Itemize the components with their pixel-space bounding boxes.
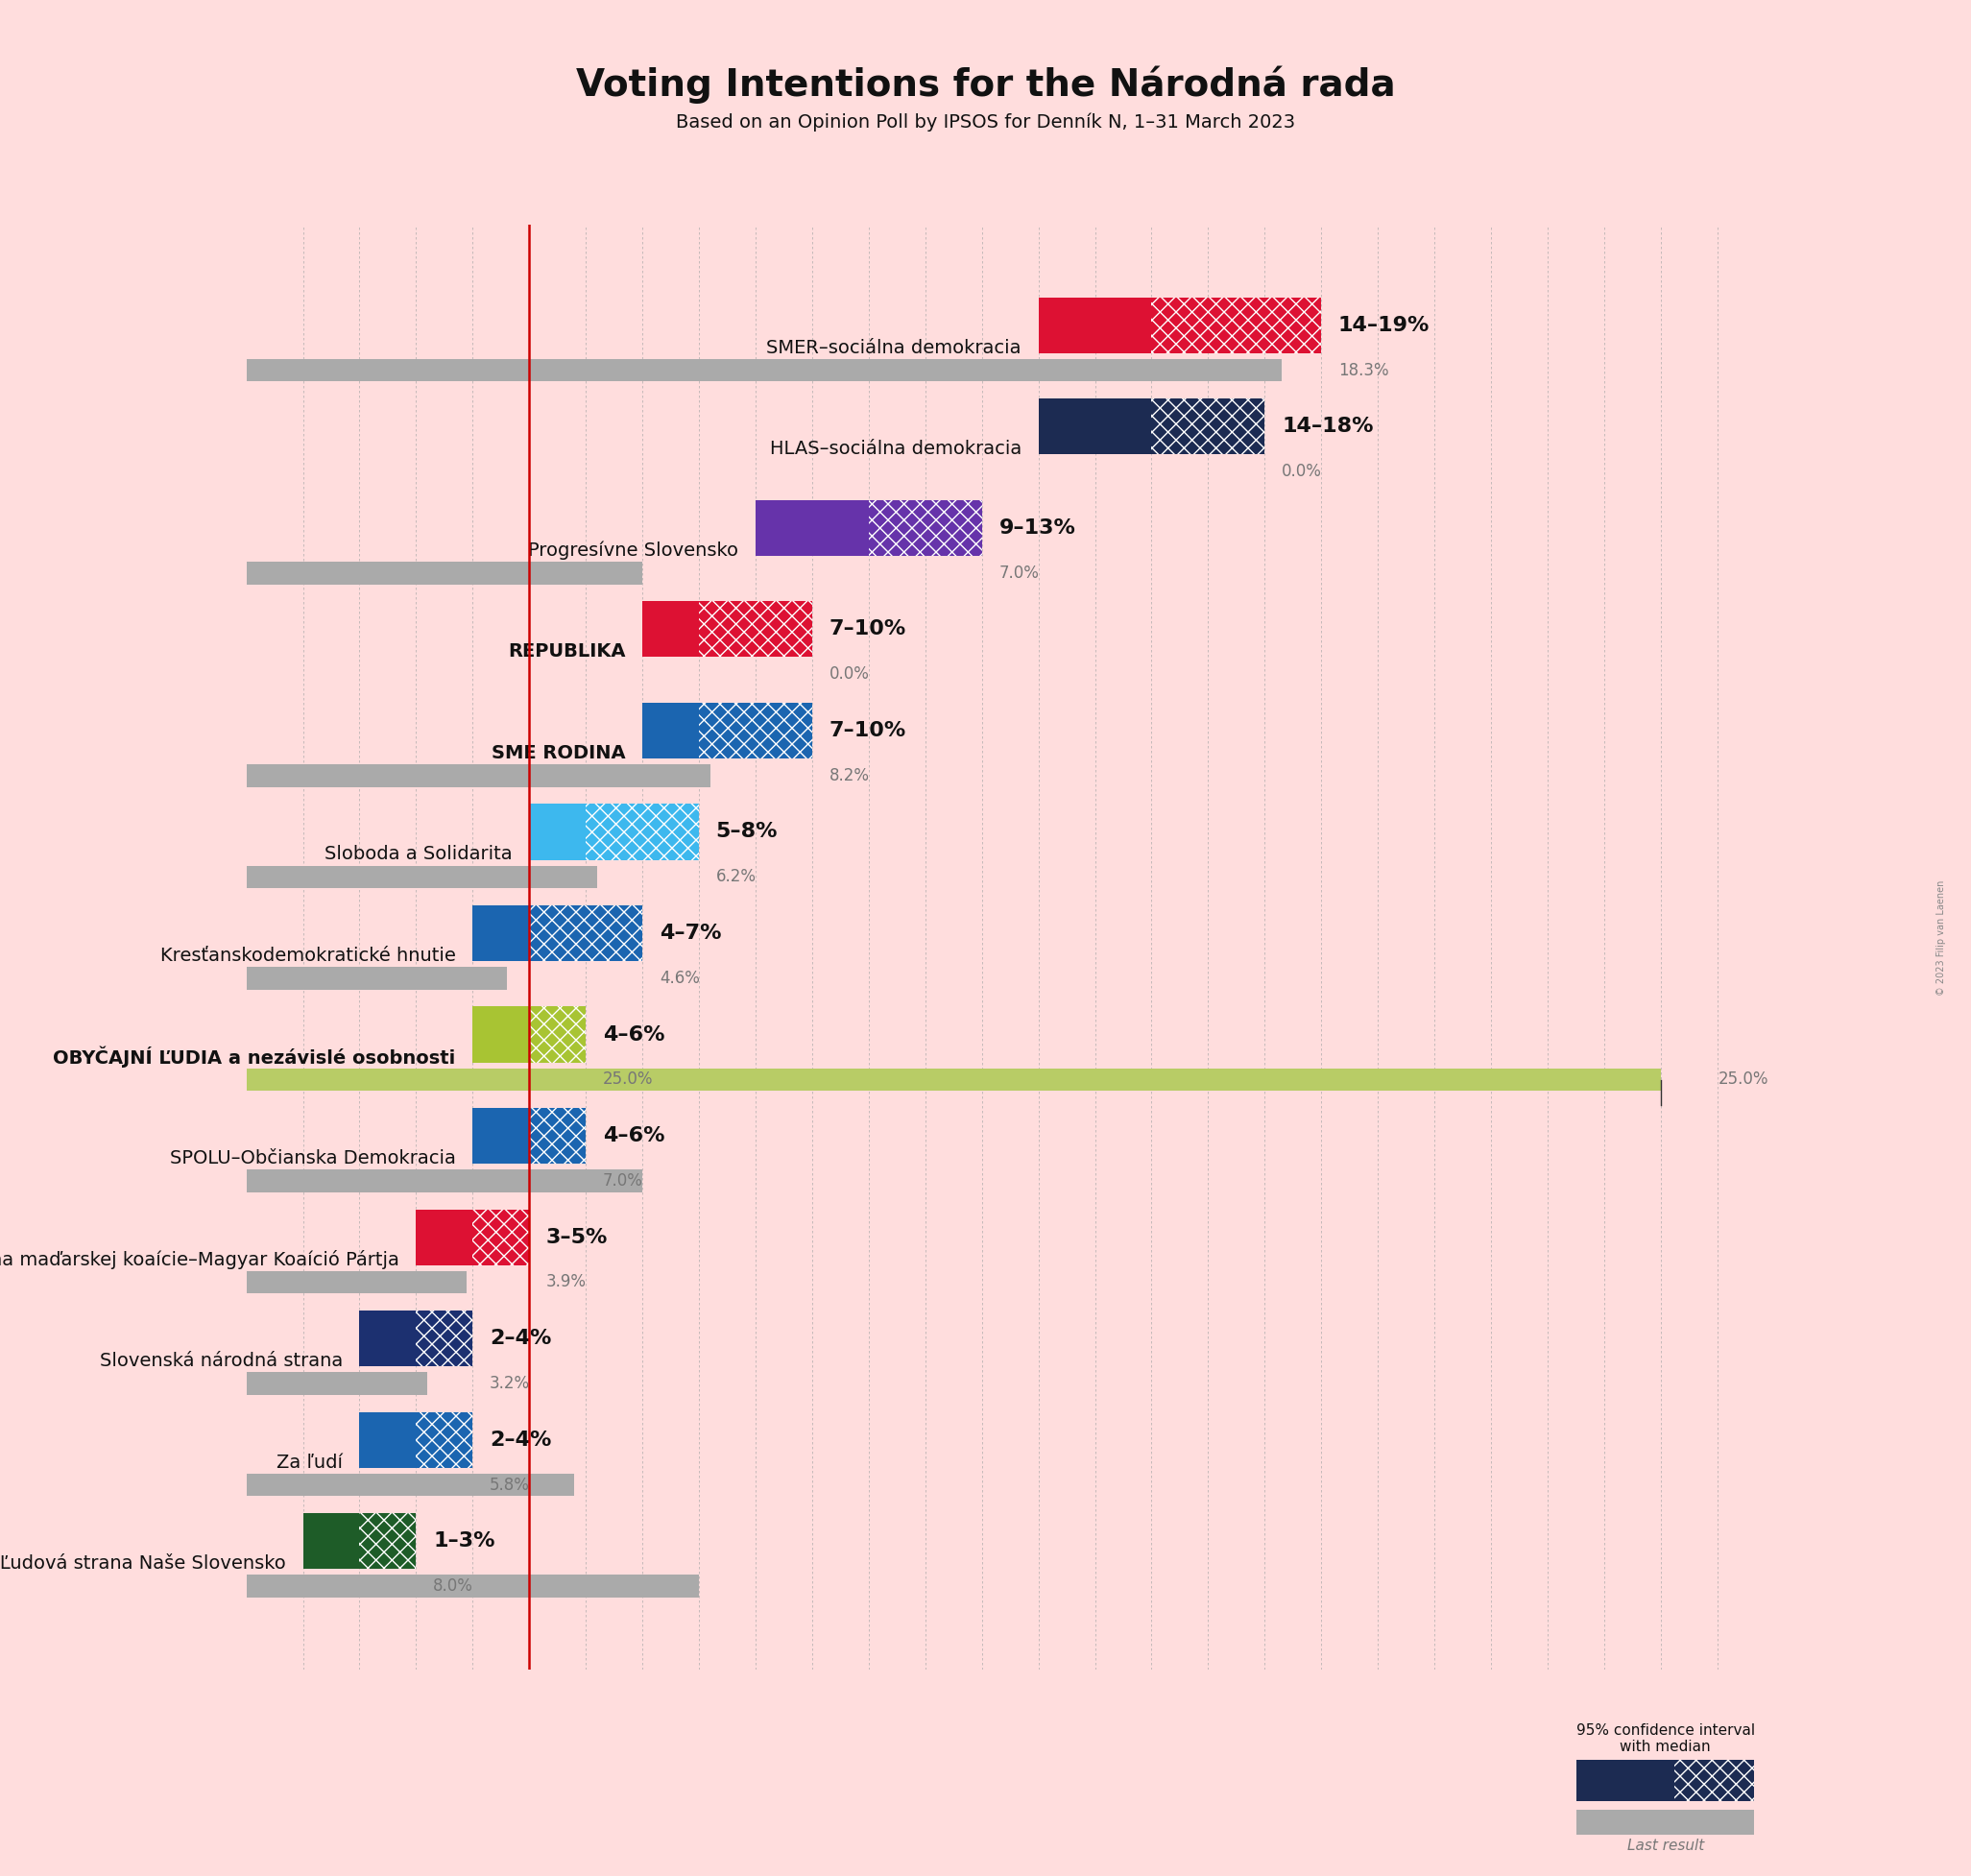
Bar bbox=[359, 1311, 416, 1366]
Bar bbox=[246, 1373, 428, 1394]
Bar bbox=[1151, 400, 1265, 454]
Bar bbox=[643, 602, 700, 657]
Text: 0.0%: 0.0% bbox=[1281, 463, 1323, 480]
Bar bbox=[246, 765, 710, 786]
Text: 6.2%: 6.2% bbox=[715, 869, 757, 885]
Text: 14–18%: 14–18% bbox=[1281, 416, 1374, 437]
Bar bbox=[304, 1514, 359, 1568]
Bar bbox=[700, 704, 812, 758]
Text: 7.0%: 7.0% bbox=[999, 565, 1039, 582]
Text: Progresívne Slovensko: Progresívne Slovensko bbox=[528, 540, 739, 559]
Bar bbox=[416, 1210, 473, 1264]
Text: 5–8%: 5–8% bbox=[715, 822, 779, 842]
Text: 9–13%: 9–13% bbox=[999, 518, 1076, 538]
Text: Based on an Opinion Poll by IPSOS for Denník N, 1–31 March 2023: Based on an Opinion Poll by IPSOS for De… bbox=[676, 113, 1295, 131]
Text: 8.0%: 8.0% bbox=[434, 1578, 473, 1595]
Text: 3.9%: 3.9% bbox=[546, 1274, 587, 1291]
Bar bbox=[473, 1210, 530, 1264]
Text: Strana maďarskej koaície–Magyar Koaíció Pártja: Strana maďarskej koaície–Magyar Koaíció … bbox=[0, 1249, 398, 1270]
Text: 14–19%: 14–19% bbox=[1338, 315, 1429, 336]
Text: SME RODINA: SME RODINA bbox=[491, 745, 625, 762]
Bar bbox=[869, 501, 982, 555]
Bar bbox=[869, 501, 982, 555]
Bar bbox=[246, 1069, 1662, 1090]
Bar bbox=[473, 1007, 530, 1062]
Text: 0.0%: 0.0% bbox=[830, 666, 869, 683]
Bar bbox=[416, 1413, 473, 1467]
Bar bbox=[585, 805, 700, 859]
Text: 7–10%: 7–10% bbox=[830, 619, 907, 640]
Bar bbox=[246, 360, 1281, 381]
Bar bbox=[416, 1311, 473, 1366]
Text: REPUBLIKA: REPUBLIKA bbox=[509, 643, 625, 660]
Bar bbox=[359, 1514, 416, 1568]
Text: Za ľudí: Za ľudí bbox=[276, 1454, 343, 1471]
Bar bbox=[1151, 298, 1321, 353]
Bar bbox=[530, 1109, 585, 1163]
Text: 8.2%: 8.2% bbox=[830, 767, 869, 784]
Bar bbox=[700, 602, 812, 657]
Bar bbox=[643, 704, 700, 758]
Text: 18.3%: 18.3% bbox=[1338, 362, 1390, 379]
Text: Voting Intentions for the Národná rada: Voting Intentions for the Národná rada bbox=[576, 66, 1395, 103]
Bar bbox=[359, 1514, 416, 1568]
Text: OBYČAJNÍ ĽUDIA a nezávislé osobnosti: OBYČAJNÍ ĽUDIA a nezávislé osobnosti bbox=[53, 1047, 455, 1067]
Text: Slovenská národná strana: Slovenská národná strana bbox=[99, 1353, 343, 1369]
Bar bbox=[530, 1007, 585, 1062]
Text: 2–4%: 2–4% bbox=[489, 1430, 552, 1450]
Bar bbox=[1039, 400, 1151, 454]
Text: 25.0%: 25.0% bbox=[603, 1071, 652, 1088]
Bar bbox=[700, 602, 812, 657]
Bar bbox=[473, 1210, 530, 1264]
Bar bbox=[246, 867, 597, 887]
Text: 2–4%: 2–4% bbox=[489, 1328, 552, 1349]
Text: Kresťanskodemokratické hnutie: Kresťanskodemokratické hnutie bbox=[160, 947, 455, 964]
Bar bbox=[416, 1413, 473, 1467]
Text: 3.2%: 3.2% bbox=[489, 1375, 530, 1392]
Text: 7.0%: 7.0% bbox=[603, 1172, 643, 1189]
Bar bbox=[359, 1413, 416, 1467]
Text: SPOLU–Občianska Demokracia: SPOLU–Občianska Demokracia bbox=[170, 1150, 455, 1167]
Bar bbox=[530, 1109, 585, 1163]
Bar bbox=[246, 1576, 700, 1596]
Text: © 2023 Filip van Laenen: © 2023 Filip van Laenen bbox=[1937, 880, 1945, 996]
Bar bbox=[700, 704, 812, 758]
Bar bbox=[1151, 400, 1265, 454]
Text: 25.0%: 25.0% bbox=[1719, 1071, 1768, 1088]
Bar bbox=[755, 501, 869, 555]
Text: 5.8%: 5.8% bbox=[489, 1476, 530, 1493]
Text: Sloboda a Solidarita: Sloboda a Solidarita bbox=[325, 846, 512, 863]
Bar bbox=[246, 968, 507, 989]
Bar bbox=[246, 1171, 643, 1191]
Bar bbox=[246, 563, 643, 583]
Bar bbox=[530, 906, 643, 961]
Bar bbox=[1151, 298, 1321, 353]
Bar bbox=[246, 1272, 467, 1293]
Bar bbox=[585, 805, 700, 859]
Text: HLAS–sociálna demokracia: HLAS–sociálna demokracia bbox=[771, 441, 1021, 458]
Bar bbox=[416, 1311, 473, 1366]
Text: 4–6%: 4–6% bbox=[603, 1024, 664, 1045]
Bar bbox=[473, 906, 530, 961]
Text: Kotleba–Ľudová strana Naše Slovensko: Kotleba–Ľudová strana Naše Slovensko bbox=[0, 1555, 286, 1572]
Text: 7–10%: 7–10% bbox=[830, 720, 907, 741]
Text: 4–7%: 4–7% bbox=[660, 923, 721, 944]
Text: SMER–sociálna demokracia: SMER–sociálna demokracia bbox=[767, 340, 1021, 356]
Bar bbox=[246, 1475, 574, 1495]
Text: 4–6%: 4–6% bbox=[603, 1126, 664, 1146]
Bar bbox=[1039, 298, 1151, 353]
Text: 1–3%: 1–3% bbox=[434, 1531, 495, 1551]
Bar bbox=[473, 1109, 530, 1163]
Text: 3–5%: 3–5% bbox=[546, 1227, 607, 1248]
Text: Last result: Last result bbox=[1626, 1838, 1705, 1853]
Text: 95% confidence interval
with median: 95% confidence interval with median bbox=[1577, 1722, 1754, 1754]
Text: 4.6%: 4.6% bbox=[660, 970, 700, 987]
Bar bbox=[530, 906, 643, 961]
Bar bbox=[530, 1007, 585, 1062]
Bar bbox=[530, 805, 585, 859]
